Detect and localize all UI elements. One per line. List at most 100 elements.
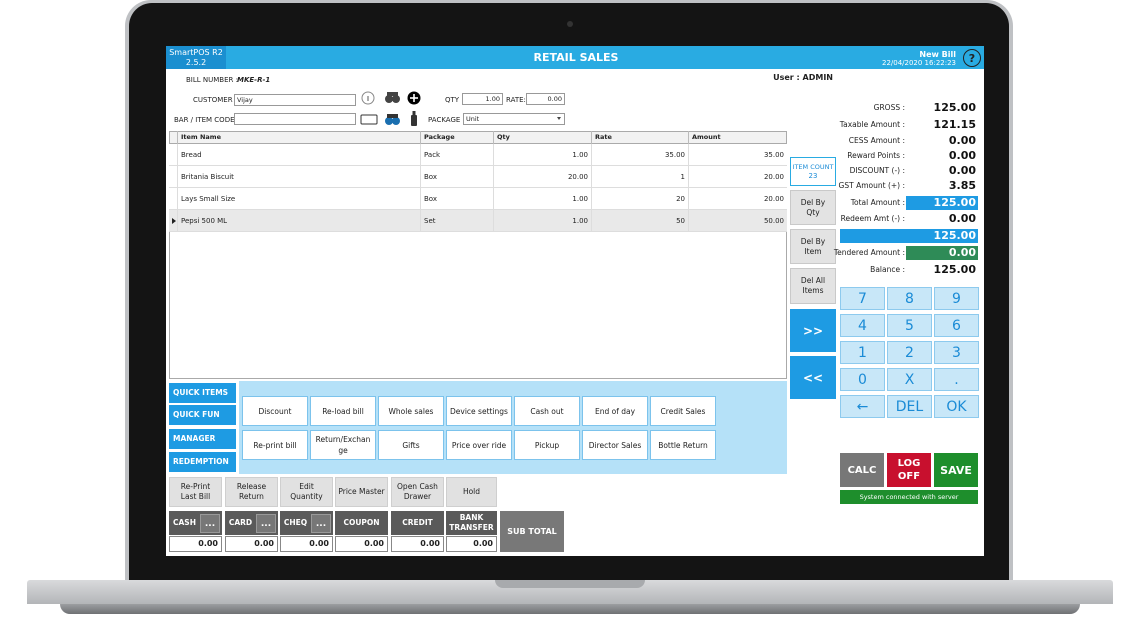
keypad-key[interactable]: 2 bbox=[887, 341, 932, 364]
quick-panel bbox=[169, 381, 787, 474]
table-row bbox=[169, 210, 787, 232]
quick-button[interactable]: Device settings bbox=[446, 396, 512, 426]
quick-button[interactable]: Gifts bbox=[378, 430, 444, 460]
keypad-key[interactable]: 4 bbox=[840, 314, 885, 337]
table-cell: 20.00 bbox=[493, 166, 591, 188]
quick-button[interactable]: Discount bbox=[242, 396, 308, 426]
payment-amount: 0.00 bbox=[335, 536, 388, 552]
calc-button[interactable]: CALC bbox=[840, 453, 884, 487]
rate-input[interactable]: 0.00 bbox=[526, 93, 565, 105]
summary-value: 0.00 bbox=[948, 246, 976, 259]
summary-label: Balance : bbox=[870, 265, 905, 274]
keypad-key[interactable]: 9 bbox=[934, 287, 979, 310]
bill-number: MKE-R-1 bbox=[237, 76, 271, 84]
keypad-key[interactable]: 6 bbox=[934, 314, 979, 337]
table-row bbox=[169, 188, 787, 210]
keypad-key[interactable]: 5 bbox=[887, 314, 932, 337]
keypad-key[interactable]: 7 bbox=[840, 287, 885, 310]
user: User : ADMIN bbox=[773, 73, 833, 82]
tab[interactable]: QUICK FUN bbox=[169, 405, 236, 425]
save-button[interactable]: SAVE bbox=[934, 453, 978, 487]
app-name: SmartPOS R2 bbox=[169, 48, 223, 57]
quick-button[interactable]: Credit Sales bbox=[650, 396, 716, 426]
table-row bbox=[169, 166, 787, 188]
package-select[interactable]: Unit bbox=[463, 113, 565, 125]
quick-button[interactable]: Whole sales bbox=[378, 396, 444, 426]
keypad-key[interactable]: X bbox=[887, 368, 932, 391]
table-cell: Pack bbox=[420, 144, 493, 166]
payment-more[interactable]: ... bbox=[200, 514, 220, 533]
keypad-key[interactable]: DEL bbox=[887, 395, 932, 418]
summary-value: 125.00 bbox=[933, 101, 976, 114]
quick-button[interactable]: Director Sales bbox=[582, 430, 648, 460]
keypad-key[interactable]: 0 bbox=[840, 368, 885, 391]
tab[interactable]: MANAGER bbox=[169, 429, 236, 449]
quick-button[interactable]: Cash out bbox=[514, 396, 580, 426]
item-count-button[interactable] bbox=[790, 157, 836, 186]
logoff-button[interactable]: LOG OFF bbox=[887, 453, 931, 487]
table-cell: 1.00 bbox=[493, 188, 591, 210]
payment-amount: 0.00 bbox=[446, 536, 497, 552]
keypad-key[interactable]: 3 bbox=[934, 341, 979, 364]
quick-button[interactable]: Return/Exchange bbox=[310, 430, 376, 460]
prev-button[interactable]: << bbox=[790, 356, 836, 399]
payment-button[interactable] bbox=[446, 511, 497, 535]
payment-button[interactable] bbox=[335, 511, 388, 535]
keypad-key[interactable]: 1 bbox=[840, 341, 885, 364]
function-button[interactable]: Price Master bbox=[335, 477, 388, 507]
quick-button[interactable]: Re-load bill bbox=[310, 396, 376, 426]
quick-button[interactable]: Pickup bbox=[514, 430, 580, 460]
payment-more[interactable]: ... bbox=[256, 514, 276, 533]
function-button[interactable]: Hold bbox=[446, 477, 497, 507]
delete-button[interactable]: Del By Qty bbox=[790, 190, 836, 225]
tendered-highlight bbox=[906, 246, 978, 260]
table-cell: 1.00 bbox=[493, 144, 591, 166]
function-button[interactable]: Release Return bbox=[225, 477, 278, 507]
tab[interactable]: QUICK ITEMS bbox=[169, 383, 236, 403]
help-button[interactable]: ? bbox=[963, 49, 981, 67]
payment-label: CASH bbox=[173, 518, 196, 527]
payment-amount: 0.00 bbox=[391, 536, 444, 552]
function-button[interactable]: Edit Quantity bbox=[280, 477, 333, 507]
column-header: Package bbox=[420, 131, 493, 144]
quick-button[interactable]: Re-print bill bbox=[242, 430, 308, 460]
quick-button[interactable]: Price over ride bbox=[446, 430, 512, 460]
summary-label: Reward Points : bbox=[847, 151, 905, 160]
payment-label: CHEQ bbox=[283, 518, 308, 527]
column-header: Amount bbox=[688, 131, 787, 144]
item-code-input[interactable] bbox=[234, 113, 356, 125]
function-button[interactable]: Open Cash Drawer bbox=[391, 477, 444, 507]
table-row bbox=[169, 144, 787, 166]
column-header: Rate bbox=[591, 131, 688, 144]
tab[interactable]: REDEMPTION bbox=[169, 452, 236, 472]
table-cell: 35.00 bbox=[688, 144, 787, 166]
customer-input[interactable]: Vijay bbox=[234, 94, 356, 106]
qty-input[interactable]: 1.00 bbox=[462, 93, 503, 105]
table-cell: Britania Biscuit bbox=[177, 166, 420, 188]
table-cell: 1.00 bbox=[493, 210, 591, 232]
table-cell: 1 bbox=[591, 166, 688, 188]
table-cell: Pepsi 500 ML bbox=[177, 210, 420, 232]
function-button[interactable]: Re-Print Last Bill bbox=[169, 477, 222, 507]
keypad-key[interactable]: ← bbox=[840, 395, 885, 418]
delete-button[interactable]: Del All Items bbox=[790, 268, 836, 304]
quick-button[interactable]: End of day bbox=[582, 396, 648, 426]
camera bbox=[567, 21, 573, 27]
payment-button[interactable] bbox=[391, 511, 444, 535]
summary-value: 125.00 bbox=[933, 229, 976, 242]
summary-value: 0.00 bbox=[948, 134, 976, 147]
summary-label: Tendered Amount : bbox=[833, 248, 905, 257]
keypad-key[interactable]: 8 bbox=[887, 287, 932, 310]
bill-datetime: 22/04/2020 16:22:23 bbox=[881, 59, 956, 67]
select-arrow bbox=[557, 117, 561, 120]
keypad-key[interactable]: . bbox=[934, 368, 979, 391]
payment-more[interactable]: ... bbox=[311, 514, 331, 533]
quick-button[interactable]: Bottle Return bbox=[650, 430, 716, 460]
next-button[interactable]: >> bbox=[790, 309, 836, 352]
subtotal-button[interactable]: SUB TOTAL bbox=[500, 511, 564, 552]
total-highlight bbox=[906, 196, 978, 210]
payment-label: CREDIT bbox=[402, 518, 433, 527]
payment-amount: 0.00 bbox=[169, 536, 222, 552]
keypad-key[interactable]: OK bbox=[934, 395, 979, 418]
delete-button[interactable]: Del By Item bbox=[790, 229, 836, 264]
